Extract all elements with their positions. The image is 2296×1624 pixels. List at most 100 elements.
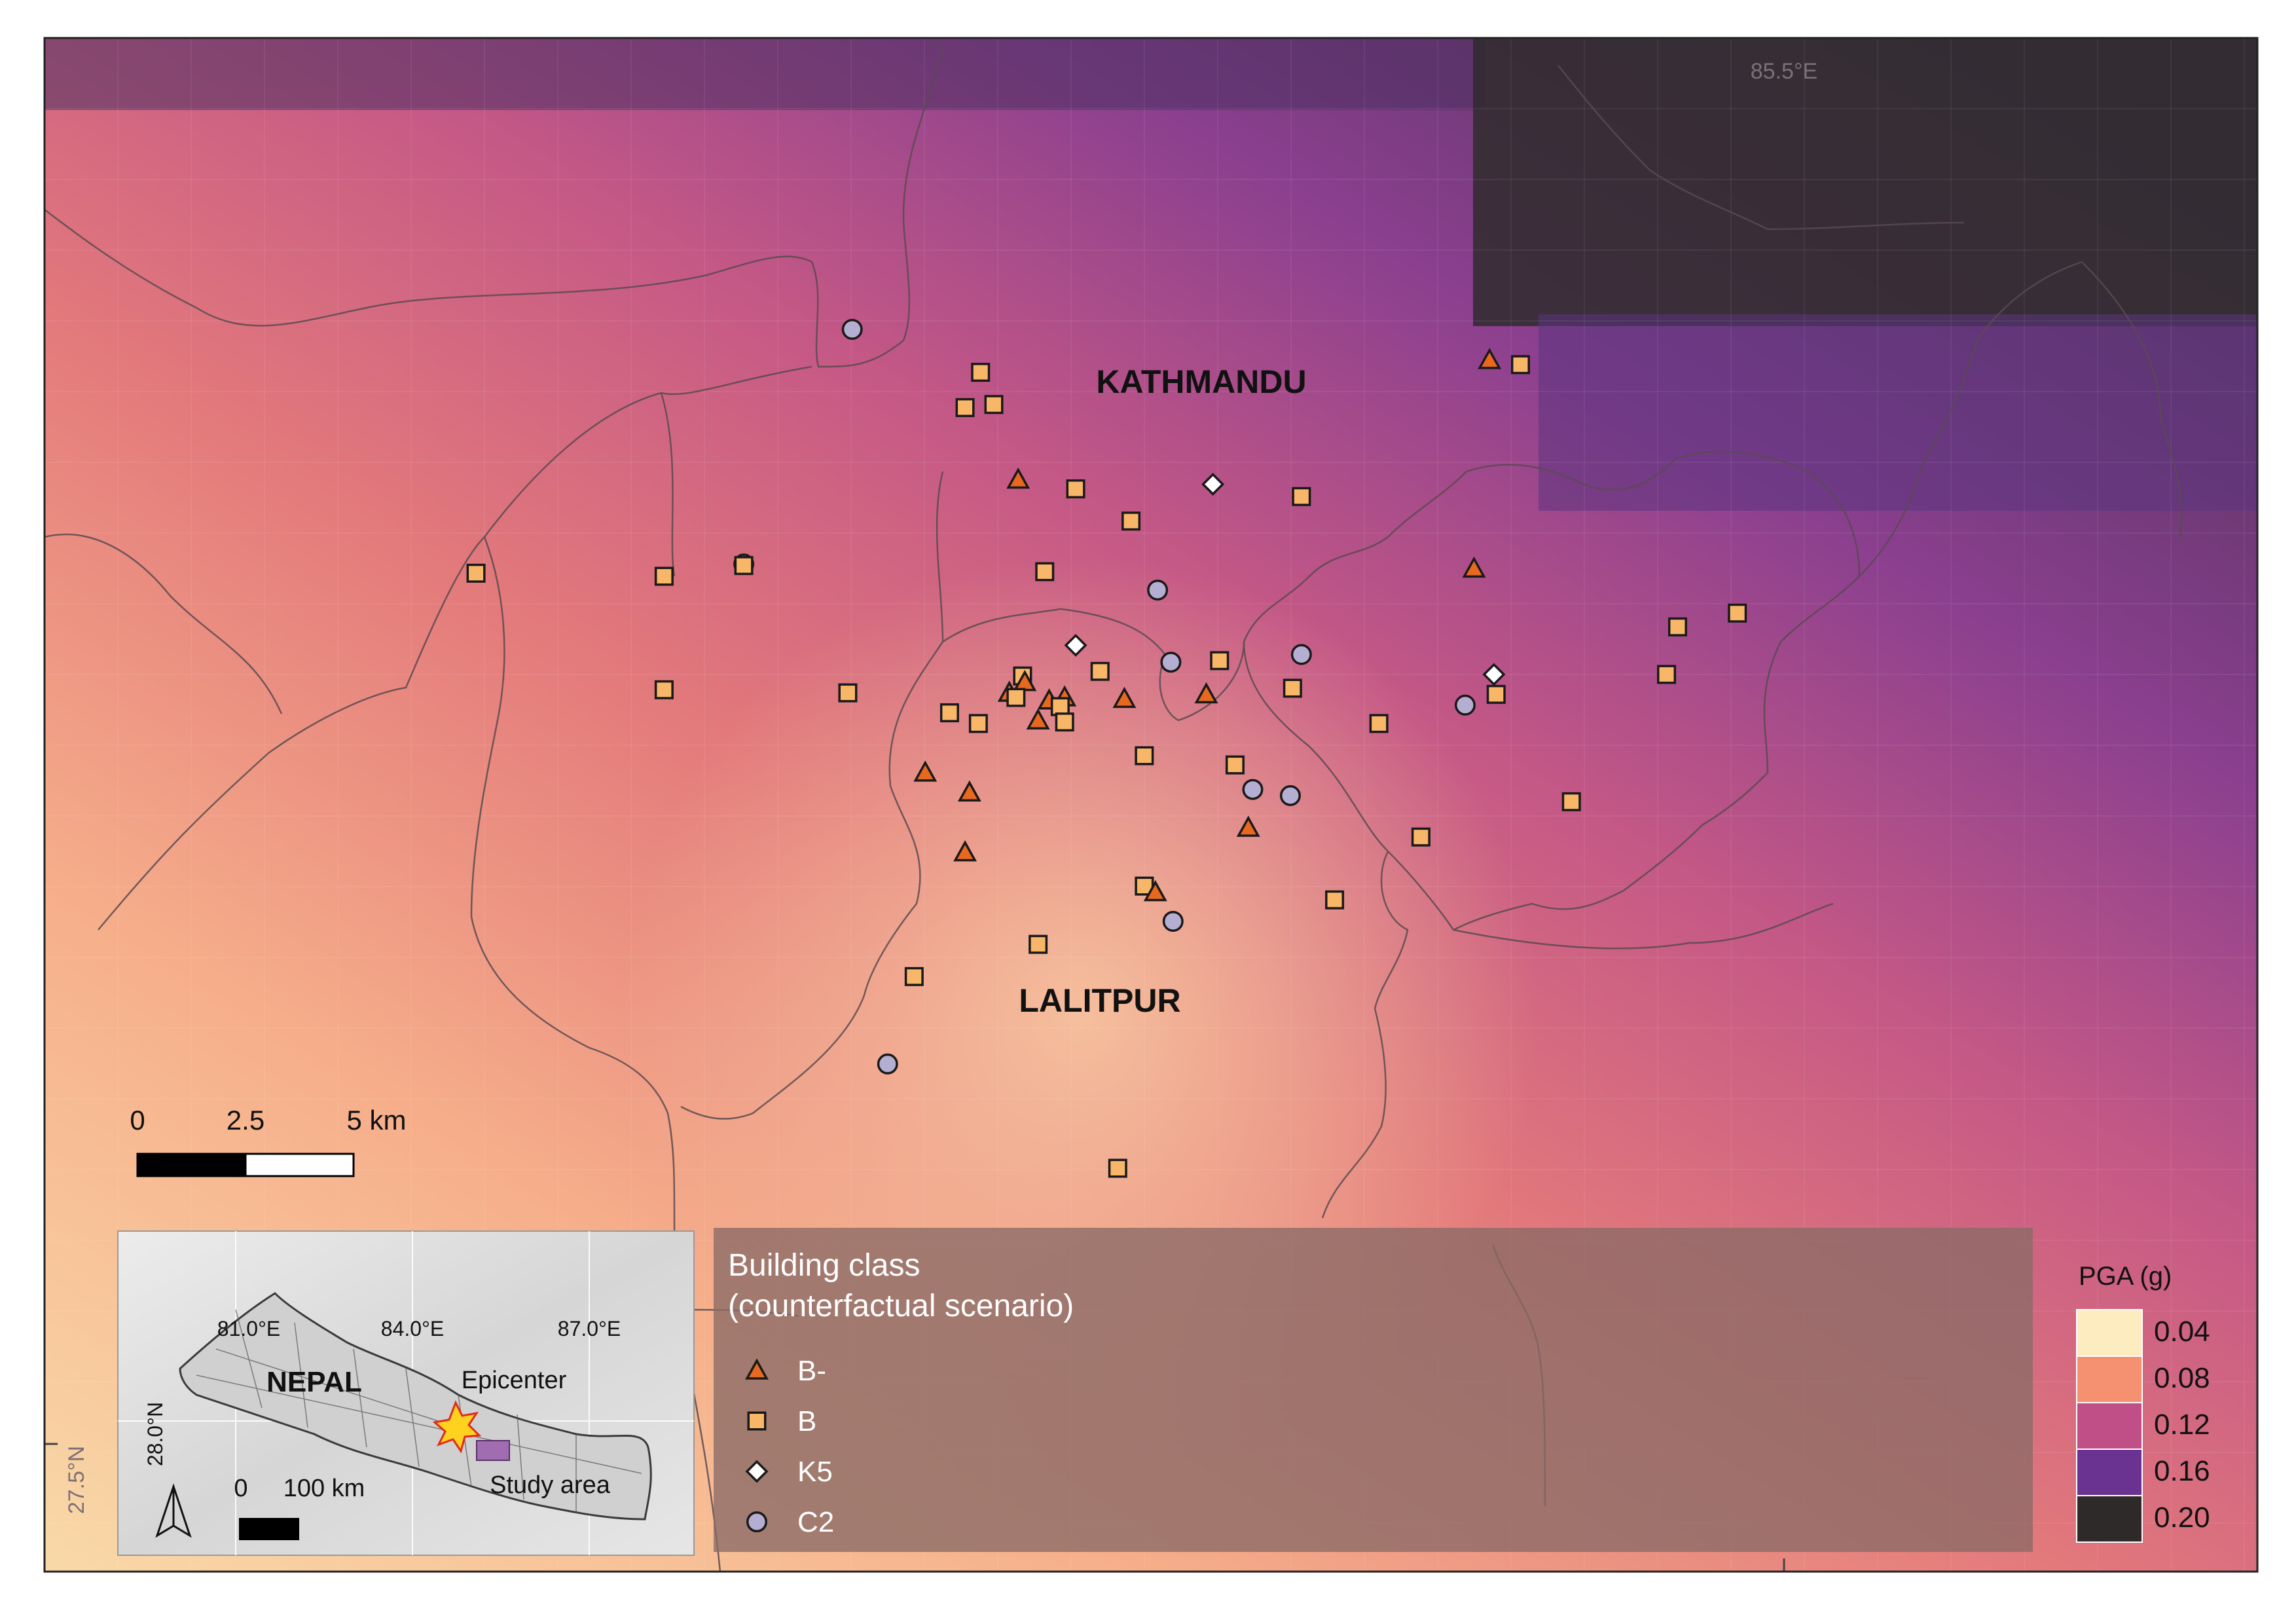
pga-high-zone [1539, 314, 2257, 511]
pga-legend-label: 0.12 [2154, 1409, 2210, 1441]
building-marker-b [1667, 617, 1687, 637]
pga-legend-label: 0.20 [2154, 1502, 2210, 1534]
building-marker-b [1225, 755, 1245, 775]
building-marker-b [1006, 688, 1026, 707]
legend-label-bminus: B- [797, 1355, 826, 1387]
building-marker-c2 [1160, 652, 1182, 673]
legend-label-k5: K5 [797, 1456, 833, 1488]
inset-lon-label-84: 84.0°E [381, 1317, 444, 1340]
building-marker-k5 [1482, 663, 1506, 686]
pga-legend-items: 0.04 0.08 0.12 0.16 0.20 [2076, 1309, 2210, 1543]
building-marker-c2 [1279, 784, 1301, 806]
building-marker-b [1035, 562, 1055, 581]
building-marker-b [466, 563, 486, 583]
pga-highest-zone [1473, 38, 2257, 326]
inset-lon-label-81: 81.0°E [217, 1317, 280, 1340]
building-marker-b [1029, 934, 1048, 954]
building-marker-c2 [1454, 694, 1476, 716]
epicenter-label: Epicenter [462, 1367, 567, 1394]
scale-label-2.5: 2.5 [227, 1105, 264, 1135]
pga-legend-title: PGA (g) [2079, 1262, 2172, 1291]
building-marker-bminus [957, 780, 981, 802]
legend-symbol-b [747, 1411, 767, 1431]
building-marker-bminus [1194, 682, 1218, 704]
inset-scale-label-0: 0 [234, 1475, 247, 1502]
building-marker-k5 [1201, 473, 1225, 496]
building-class-legend: Building class (counterfactual scenario)… [714, 1228, 2033, 1552]
building-marker-bminus [1112, 686, 1137, 709]
building-marker-b [1055, 712, 1074, 732]
pga-high-band [45, 38, 1485, 110]
building-marker-b [1728, 603, 1747, 623]
scale-segment-white [244, 1153, 355, 1177]
building-marker-bminus [1236, 815, 1260, 837]
building-marker-b [1121, 511, 1141, 531]
scale-label-0: 0 [130, 1105, 145, 1135]
pga-legend: PGA (g) 0.04 0.08 0.12 0.16 0.20 [2076, 1262, 2210, 1543]
legend-symbol-bminus [745, 1358, 769, 1380]
legend-label-b: B [797, 1405, 816, 1437]
study-area-box [476, 1440, 510, 1461]
building-marker-c2 [841, 318, 863, 340]
inset-lat-label: 28.0°N [143, 1402, 167, 1466]
building-marker-c2 [1290, 644, 1312, 665]
building-marker-b [904, 967, 924, 986]
building-marker-b [939, 703, 959, 722]
north-arrow-icon [155, 1483, 192, 1538]
place-label-lalitpur: LALITPUR [1019, 982, 1180, 1019]
epicenter-star-icon [432, 1400, 482, 1454]
place-label-kathmandu: KATHMANDU [1096, 363, 1306, 400]
inset-country-label: NEPAL [266, 1366, 362, 1398]
building-marker-b [971, 363, 991, 382]
scale-label-5km: 5 km [346, 1105, 406, 1135]
building-marker-b [1292, 487, 1311, 506]
building-marker-b [1561, 792, 1581, 811]
top-longitude-label: 85.5°E [1751, 59, 1817, 84]
pga-legend-label: 0.04 [2154, 1316, 2210, 1348]
building-marker-c2 [1242, 779, 1264, 800]
map-frame [43, 37, 2259, 1573]
building-markers [466, 318, 1747, 1178]
pga-swatch [2076, 1449, 2143, 1496]
inset-scale-bar [239, 1518, 299, 1540]
building-marker-b [1090, 661, 1110, 681]
legend-symbol-c2 [746, 1511, 767, 1532]
scale-segment-black [136, 1153, 247, 1177]
pga-legend-label: 0.08 [2154, 1362, 2210, 1394]
building-marker-b [1210, 651, 1230, 671]
building-marker-b [968, 714, 988, 733]
building-marker-b [955, 397, 975, 417]
building-marker-b [1066, 479, 1085, 499]
building-marker-bminus [1006, 467, 1030, 489]
legend-title-line2: (counterfactual scenario) [728, 1289, 1074, 1323]
inset-scale-label-100km: 100 km [283, 1475, 365, 1502]
legend-background [714, 1228, 2033, 1552]
left-latitude-label: 27.5°N [64, 1446, 89, 1514]
scale-bar: 0 2.5 5 km [130, 1105, 407, 1177]
building-marker-b [1135, 746, 1154, 766]
legend-symbol-k5 [745, 1460, 769, 1483]
legend-label-c2: C2 [797, 1506, 834, 1538]
building-marker-b [1283, 678, 1302, 698]
study-area-label: Study area [490, 1471, 611, 1499]
building-marker-bminus [1143, 879, 1167, 902]
building-marker-b [1411, 827, 1430, 847]
building-marker-b [654, 680, 674, 699]
building-marker-c2 [1162, 910, 1184, 932]
building-marker-b [1325, 890, 1345, 910]
building-marker-b [1657, 665, 1677, 684]
pga-swatch [2076, 1356, 2143, 1403]
building-marker-b [654, 566, 674, 586]
building-marker-bminus [1026, 708, 1050, 729]
pga-swatch [2076, 1402, 2143, 1450]
pga-swatch [2076, 1309, 2143, 1357]
building-marker-bminus [913, 760, 938, 782]
legend-items: B- B K5 C2 [745, 1355, 834, 1538]
building-marker-b [1486, 684, 1506, 704]
building-marker-b [1369, 714, 1389, 733]
pga-swatch [2076, 1495, 2143, 1543]
map-area: 85.5°E 27.5°N KATHMANDU LALITPUR [45, 38, 2257, 1572]
nepal-districts [196, 1309, 642, 1513]
building-marker-bminus [953, 840, 977, 862]
